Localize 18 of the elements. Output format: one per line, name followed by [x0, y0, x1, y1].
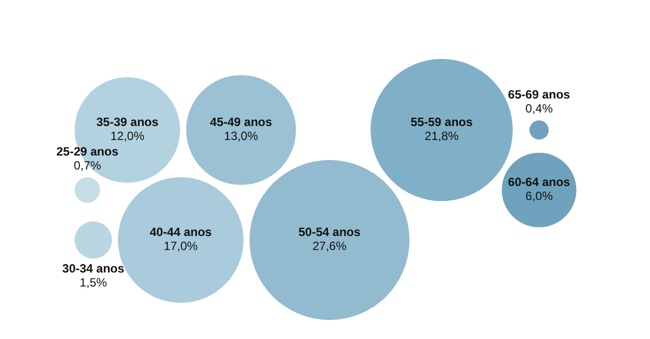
category-label: 65-69 anos [508, 87, 570, 102]
category-label: 55-59 anos [410, 115, 473, 129]
data-label: 21,8% [424, 129, 460, 143]
data-label: 13,0% [224, 129, 258, 143]
data-label: 1,5% [80, 276, 108, 290]
category-label: 25-29 anos [56, 144, 119, 158]
category-label: 35-39 anos [96, 115, 159, 129]
data-label: 12,0% [110, 129, 145, 143]
data-label: 0,4% [525, 101, 554, 116]
data-label: 0,7% [74, 158, 102, 172]
data-label: 17,0% [164, 239, 198, 253]
category-label: 30-34 anos [62, 262, 125, 276]
category-label: 50-54 anos [298, 225, 361, 239]
data-label: 27,6% [312, 239, 347, 253]
category-label: 40-44 anos [150, 225, 212, 239]
category-label: 60-64 anos [508, 175, 570, 189]
category-label: 45-49 anos [210, 115, 272, 129]
data-label: 6,0% [525, 189, 554, 203]
